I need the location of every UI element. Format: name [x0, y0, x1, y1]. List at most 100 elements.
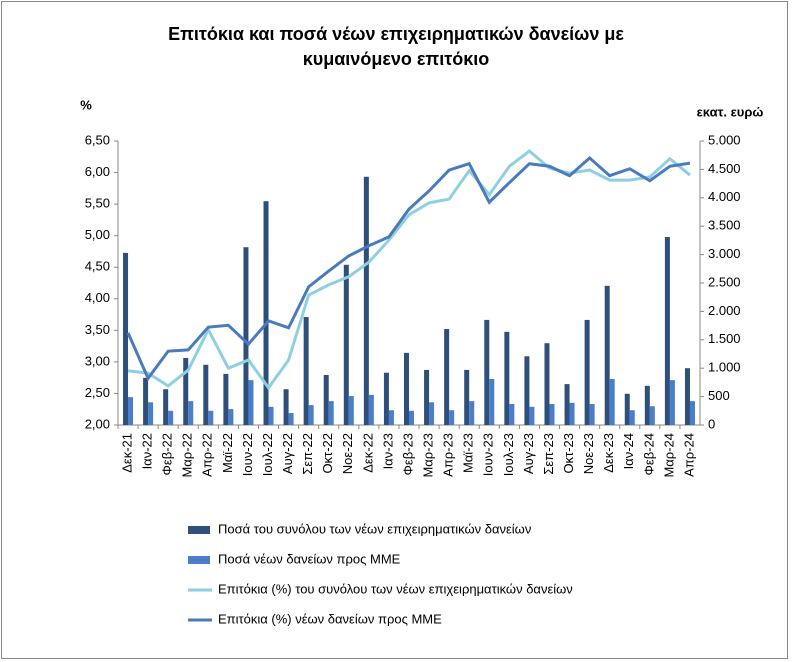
- bar: [388, 410, 394, 425]
- bar: [263, 201, 269, 425]
- bar: [228, 409, 234, 425]
- bar: [484, 319, 490, 425]
- bar: [464, 369, 470, 425]
- bar: [664, 236, 670, 425]
- bar: [368, 394, 374, 425]
- bar: [288, 413, 294, 425]
- chart-title: Επιτόκια και ποσά νέων επιχειρηματικών δ…: [168, 24, 624, 44]
- bar: [424, 369, 430, 425]
- y2-axis-label: εκατ. ευρώ: [697, 104, 764, 119]
- bar: [629, 410, 635, 425]
- y2-tick-label: 1.500: [708, 331, 741, 346]
- y2-tick-label: 3.500: [708, 218, 741, 233]
- legend-label: Ποσά νέων δανείων προς ΜΜΕ: [218, 551, 401, 566]
- x-tick-label: Νοε-22: [340, 433, 355, 474]
- bar: [524, 356, 530, 425]
- line: [127, 149, 691, 391]
- x-tick-label: Ιουλ-23: [501, 433, 516, 476]
- bar: [404, 352, 409, 425]
- bar: [163, 389, 169, 425]
- x-tick-label: Μαρ-22: [180, 433, 195, 478]
- bar: [148, 402, 154, 425]
- x-tick-label: Μαρ-23: [421, 433, 436, 478]
- x-tick-label: Σεπ-23: [541, 433, 556, 475]
- bar: [689, 401, 695, 425]
- x-tick-label: Φεβ-23: [400, 433, 415, 475]
- x-tick-label: Απρ-22: [200, 433, 215, 477]
- legend-swatch: [188, 556, 210, 564]
- bar: [469, 401, 475, 425]
- y-tick-label: 2,00: [85, 416, 110, 431]
- y2-tick-label: 2.000: [708, 303, 741, 318]
- y2-tick-label: 5.000: [708, 132, 741, 147]
- legend-swatch: [188, 526, 210, 534]
- bar: [268, 406, 274, 425]
- bar: [609, 378, 615, 425]
- bar: [243, 247, 249, 425]
- y-tick-label: 2,50: [85, 385, 110, 400]
- bar: [549, 403, 555, 425]
- bar: [348, 396, 354, 425]
- bar: [343, 264, 349, 425]
- bar: [644, 385, 650, 425]
- y-tick-label: 6,00: [85, 164, 110, 179]
- legend-label: Ποσά του συνόλου των νέων επιχειρηματικώ…: [218, 521, 531, 536]
- bar: [223, 373, 229, 425]
- bar: [489, 378, 495, 425]
- bar: [509, 403, 515, 425]
- bar: [168, 410, 174, 425]
- bar: [203, 364, 209, 425]
- y2-tick-label: 1.000: [708, 360, 741, 375]
- bar: [283, 389, 289, 425]
- x-tick-label: Νοε-23: [581, 433, 596, 474]
- bar: [684, 368, 690, 425]
- chart-title: κυμαινόμενο επιτόκιο: [303, 49, 490, 69]
- x-tick-label: Ιαν-22: [140, 433, 155, 469]
- bar: [143, 377, 149, 425]
- bar: [123, 252, 129, 425]
- x-tick-label: Μαρ-24: [661, 433, 676, 478]
- x-tick-label: Μαϊ-22: [220, 433, 235, 473]
- x-tick-label: Ιαν-24: [621, 433, 636, 469]
- y-tick-label: 4,50: [85, 259, 110, 274]
- x-tick-label: Φεβ-24: [641, 433, 656, 475]
- legend-label: Επιτόκια (%) νέων δανείων προς ΜΜΕ: [218, 611, 442, 626]
- x-tick-label: Απρ-23: [441, 433, 456, 477]
- bar: [303, 317, 309, 425]
- y-axis-label: %: [80, 97, 92, 112]
- bar: [248, 380, 254, 425]
- x-tick-label: Δεκ-22: [360, 433, 375, 473]
- bar: [504, 331, 510, 425]
- y-tick-label: 5,00: [85, 227, 110, 242]
- bar: [589, 403, 595, 425]
- bar: [363, 176, 369, 425]
- bar: [669, 380, 675, 425]
- bar: [529, 406, 535, 425]
- bar: [624, 393, 630, 425]
- legend-label: Επιτόκια (%) του συνόλου των νέων επιχει…: [218, 581, 573, 596]
- y-tick-label: 5,50: [85, 196, 110, 211]
- bar: [564, 384, 570, 425]
- x-tick-label: Ιαν-23: [380, 433, 395, 469]
- x-tick-label: Ιουν-22: [240, 433, 255, 476]
- y-tick-label: 6,50: [85, 132, 110, 147]
- bar: [569, 402, 575, 425]
- y2-tick-label: 2.500: [708, 274, 741, 289]
- bar: [308, 405, 314, 425]
- bar: [383, 372, 389, 425]
- y-tick-label: 4,00: [85, 290, 110, 305]
- x-tick-label: Απρ-24: [681, 433, 696, 477]
- x-tick-label: Ιουλ-22: [260, 433, 275, 476]
- bar: [604, 285, 610, 425]
- bar: [188, 401, 194, 425]
- bar: [409, 410, 414, 425]
- y2-tick-label: 0: [708, 416, 715, 431]
- y2-tick-label: 3.000: [708, 246, 741, 261]
- bar: [544, 343, 550, 425]
- y2-tick-label: 500: [708, 388, 730, 403]
- bar: [323, 375, 329, 425]
- y2-tick-label: 4.000: [708, 189, 741, 204]
- bar: [328, 401, 334, 425]
- x-tick-label: Αυγ-22: [280, 433, 295, 474]
